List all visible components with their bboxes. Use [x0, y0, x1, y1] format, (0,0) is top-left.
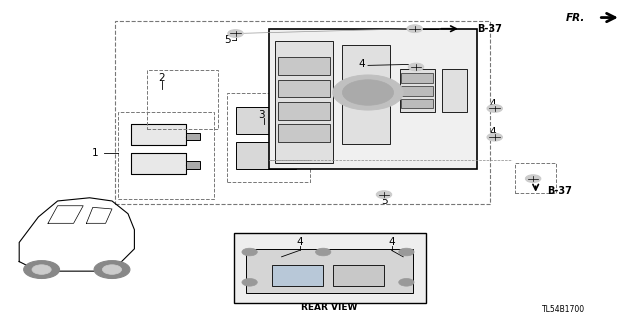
Bar — [278, 102, 330, 120]
Bar — [515, 163, 556, 193]
Bar — [118, 112, 214, 199]
Circle shape — [242, 278, 257, 286]
Circle shape — [376, 191, 392, 198]
Bar — [278, 124, 330, 142]
Circle shape — [32, 265, 51, 274]
Bar — [234, 233, 426, 303]
Bar — [442, 69, 467, 112]
Circle shape — [102, 265, 122, 274]
Circle shape — [525, 175, 541, 182]
Circle shape — [408, 63, 424, 71]
Bar — [278, 80, 330, 97]
Bar — [400, 69, 435, 112]
Circle shape — [342, 80, 394, 105]
Text: TL54B1700: TL54B1700 — [541, 305, 585, 314]
Bar — [401, 86, 433, 96]
Text: 4: 4 — [490, 99, 496, 109]
Text: 4: 4 — [490, 127, 496, 137]
Bar — [115, 21, 490, 204]
Circle shape — [24, 261, 60, 278]
Bar — [401, 99, 433, 108]
Bar — [278, 57, 330, 75]
Text: B-37: B-37 — [477, 24, 502, 34]
Text: 4: 4 — [358, 59, 365, 69]
Text: 4: 4 — [388, 237, 395, 248]
Bar — [333, 265, 384, 286]
Bar — [236, 107, 296, 134]
Text: 5: 5 — [381, 196, 387, 206]
Text: 4: 4 — [296, 237, 303, 248]
Circle shape — [94, 261, 130, 278]
Circle shape — [487, 105, 502, 112]
Circle shape — [399, 278, 414, 286]
Text: B-37: B-37 — [547, 186, 572, 197]
Bar — [186, 161, 200, 169]
Text: 1: 1 — [92, 148, 98, 158]
Bar — [275, 41, 333, 163]
Bar — [236, 142, 296, 169]
Circle shape — [242, 248, 257, 256]
Circle shape — [487, 133, 502, 141]
Circle shape — [399, 248, 414, 256]
Bar — [401, 73, 433, 83]
Bar — [246, 249, 413, 293]
Bar — [131, 153, 186, 174]
Text: FR.: FR. — [566, 12, 586, 23]
Text: 5: 5 — [224, 35, 230, 45]
Circle shape — [228, 30, 243, 37]
Text: 3: 3 — [258, 110, 264, 120]
Text: REAR VIEW: REAR VIEW — [301, 303, 358, 312]
Circle shape — [333, 75, 403, 110]
Circle shape — [316, 248, 331, 256]
Text: 2: 2 — [159, 73, 165, 83]
Bar — [342, 45, 390, 144]
Bar — [131, 124, 186, 145]
Circle shape — [407, 25, 422, 33]
Bar — [131, 153, 186, 174]
Bar — [269, 29, 477, 169]
Bar — [272, 265, 323, 286]
Bar — [147, 70, 218, 129]
Bar — [186, 133, 200, 140]
Bar — [131, 124, 186, 145]
Bar — [227, 93, 310, 182]
